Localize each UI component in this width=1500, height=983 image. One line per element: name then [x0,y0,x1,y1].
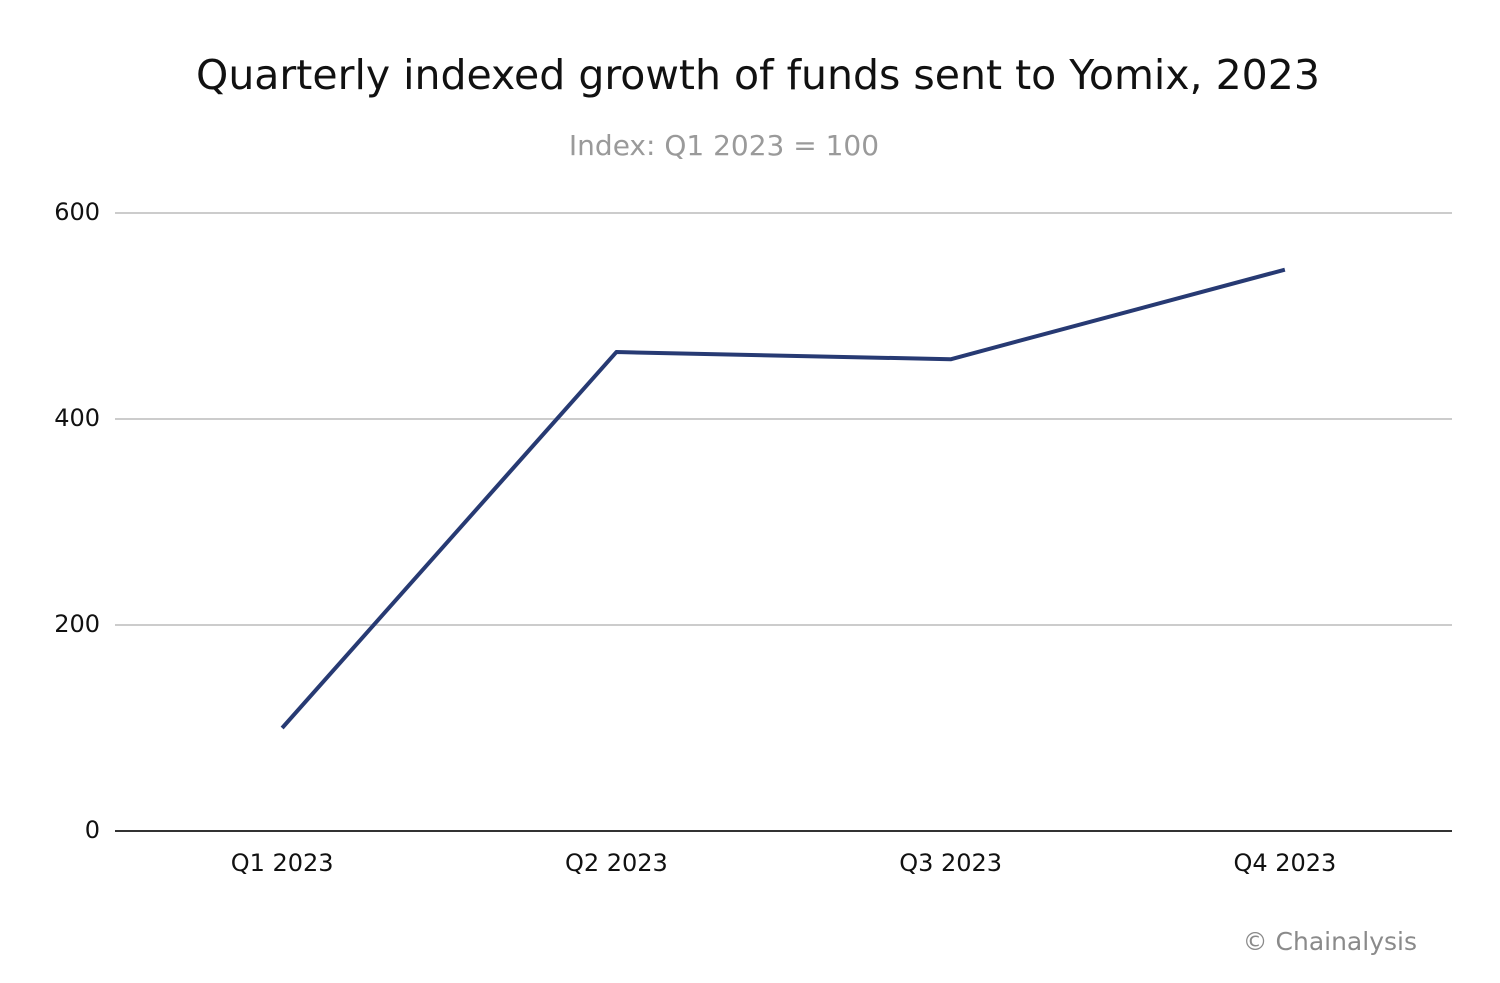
x-tick-label: Q1 2023 [231,849,334,877]
y-tick-label: 0 [85,816,100,844]
data-line [280,267,1286,730]
chart-subtitle: Index: Q1 2023 = 100 [569,129,879,162]
x-tick-label: Q4 2023 [1233,849,1336,877]
y-tick-label: 600 [54,198,100,226]
y-tick-label: 200 [54,610,100,638]
x-tick-label: Q2 2023 [565,849,668,877]
x-tick-label: Q3 2023 [899,849,1002,877]
chart-title: Quarterly indexed growth of funds sent t… [196,51,1320,99]
y-tick-label: 400 [54,404,100,432]
source-credit: © Chainalysis [1243,927,1417,956]
